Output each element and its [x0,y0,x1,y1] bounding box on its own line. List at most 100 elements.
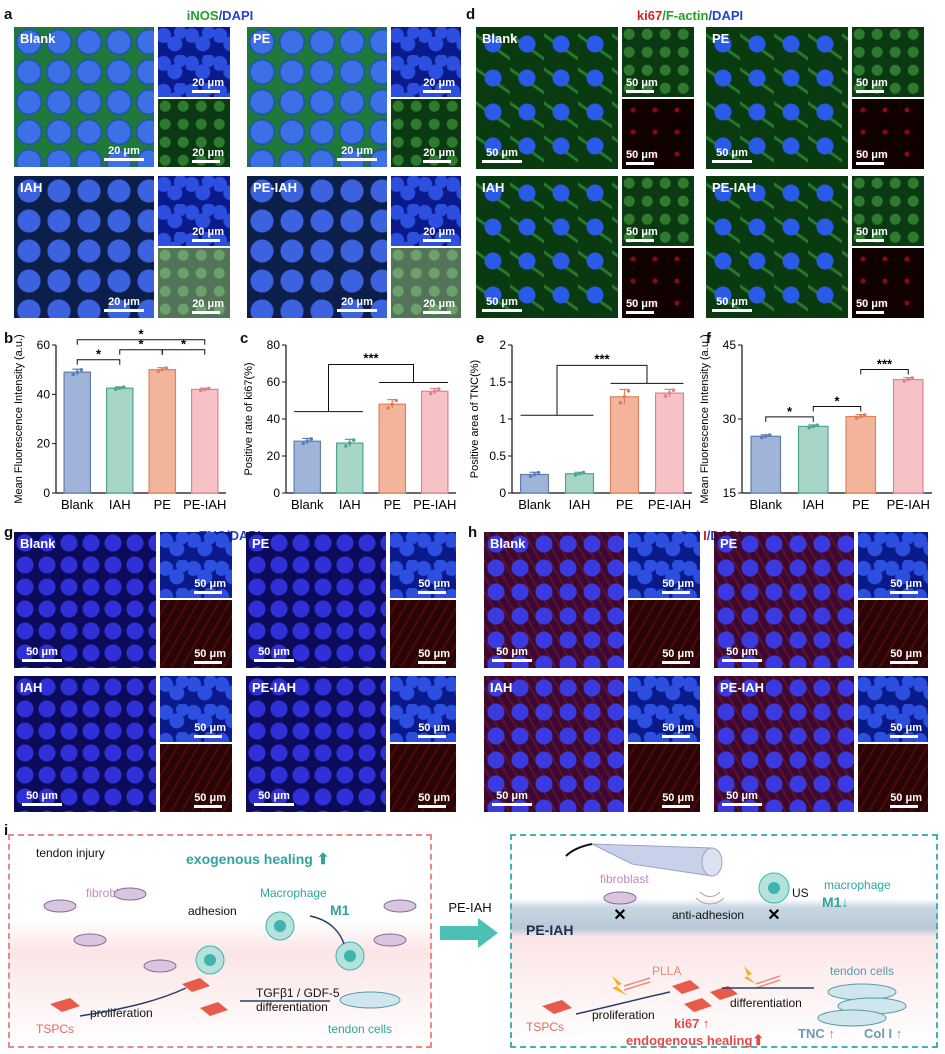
cross-icon: ✕ [613,907,626,924]
title-factin: /F-actin [662,8,709,23]
fibroblast-icon [603,891,637,905]
micrograph-h-blank-merge: Blank 50 μm [484,532,624,668]
schematic-right: US fibroblast macrophage M1↓ anti-adhesi… [510,834,938,1048]
micrograph-g-iah-dapi: 50 μm [160,676,232,742]
data-point [858,414,863,419]
micrograph-g-pe-tnc: 50 μm [390,600,456,668]
bar [654,392,685,494]
micrograph-d-blank-ki67: 50 μm [622,99,694,169]
data-point [121,385,126,389]
scale-bar: 50 μm [856,298,888,314]
schematic-left: tendon injury exogenous healing ⬆ fibrob… [8,834,432,1048]
x-tick-label: Blank [61,497,94,512]
label-differentiation: differentiation [256,1000,328,1014]
data-point [436,387,441,391]
data-point [667,391,672,395]
lightning-icons [612,966,756,996]
scale-bar: 50 μm [194,648,226,664]
x-tick-label: IAH [569,497,591,512]
ultrasound-wave-icon [695,891,725,905]
scale-bar: 50 μm [712,296,752,312]
scale-bar: 50 μm [492,646,532,662]
micrograph-d-pe-ki67: 50 μm [852,99,924,169]
panel-d-title: ki67/F-actin/DAPI [610,8,770,23]
y-tick-label: 40 [37,387,51,401]
bar [892,378,924,494]
data-point [854,416,859,420]
scale-bar: 20 μm [423,77,455,93]
scale-bar: 50 μm [890,578,922,594]
scale-bar: 50 μm [662,648,694,664]
group-label: Blank [20,536,56,551]
data-point [862,413,867,417]
micrograph-a-pe-dapi: 20 μm [391,27,461,97]
significance-mark: * [834,394,840,409]
bar [797,425,829,494]
label-peiah: PE-IAH [526,922,574,938]
y-tick-label: 20 [37,437,51,451]
data-point [164,366,169,370]
micrograph-g-blank-merge: Blank 50 μm [14,532,156,668]
scale-bar: 20 μm [423,226,455,242]
micrograph-a-blank-dapi: 20 μm [158,27,230,97]
scale-bar: 50 μm [482,147,522,163]
data-point [573,473,578,477]
label-m1: M1 [330,902,350,918]
scale-bar: 50 μm [22,790,62,806]
data-point [206,386,211,391]
label-macrophage: Macrophage [260,886,327,900]
scale-bar: 50 μm [626,226,658,242]
x-tick-label: PE-IAH [887,497,930,512]
data-point [394,398,399,403]
micrograph-a-peiah-dapi: 20 μm [391,176,461,246]
group-label: Blank [20,31,56,46]
data-point [75,370,80,374]
data-point [671,388,676,392]
scale-bar: 20 μm [192,298,224,314]
micrograph-g-iah-merge: IAH 50 μm [14,676,156,812]
micrograph-a-iah-inos: 20 μm [158,248,230,318]
group-label: PE-IAH [712,180,757,195]
data-point [532,472,537,477]
data-point [815,423,820,428]
x-tick-label: PE [384,497,402,512]
micrograph-h-blank-col: 50 μm [628,600,700,668]
micrograph-a-pe-inos: 20 μm [391,99,461,167]
significance-mark: *** [363,350,379,365]
significance-mark: *** [594,351,610,366]
big-arrow [440,918,498,948]
group-label: IAH [490,680,513,695]
fibroblast-icons [43,887,417,973]
scale-bar: 50 μm [254,790,294,806]
y-tick-label: 30 [723,412,737,426]
x-tick-label: IAH [109,497,131,512]
panel-label-f: f [706,330,711,347]
significance-bracket [556,364,648,416]
micrograph-h-peiah-merge: PE-IAH 50 μm [714,676,854,812]
scale-bar: 50 μm [418,792,450,808]
schematic-left-drawing [43,887,417,1017]
significance-bracket [161,349,206,355]
data-point [71,372,76,377]
micrograph-a-peiah-inos: 20 μm [391,248,461,318]
data-point [663,394,668,398]
label-proliferation-r: proliferation [592,1008,655,1022]
y-tick-label: 20 [267,449,281,463]
data-point [536,470,541,475]
micrograph-a-pe-merge: PE 20 μm [247,27,387,167]
scale-bar: 50 μm [482,296,522,312]
micrograph-g-pe-merge: PE 50 μm [246,532,386,668]
micrograph-g-pe-dapi: 50 μm [390,532,456,598]
scale-bar: 50 μm [254,646,294,662]
group-label: Blank [482,31,518,46]
micrograph-g-peiah-dapi: 50 μm [390,676,456,742]
group-label: Blank [490,536,526,551]
x-tick-label: PE [852,497,870,512]
data-point [763,434,768,439]
micrograph-h-iah-dapi: 50 μm [628,676,700,742]
bar [335,442,364,494]
arrow-m1 [309,915,345,945]
scale-bar: 50 μm [662,792,694,808]
label-tgf: TGFβ1 / GDF-5 [256,986,340,1000]
y-axis-label: Mean Fluorescence Intensity (a.u.) [13,334,25,503]
